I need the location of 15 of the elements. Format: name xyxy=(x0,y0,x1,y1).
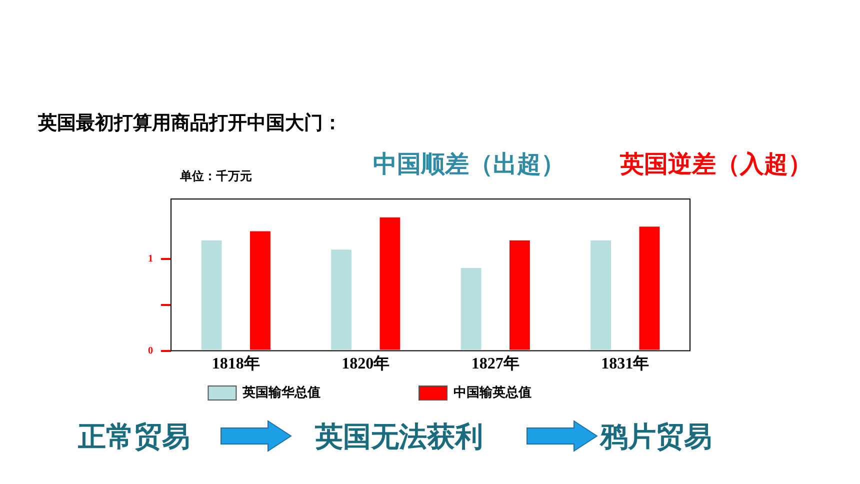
text: 英国逆差（入超） xyxy=(620,149,812,180)
x-tick-label: 1820年 xyxy=(342,354,390,373)
text: 英国无法获利 xyxy=(315,419,483,455)
y-tick-label: 1 xyxy=(148,253,153,264)
y-tick-label: 0 xyxy=(148,345,153,356)
legend-label: 英国输华总值 xyxy=(242,384,411,400)
x-tick-label: 1831年 xyxy=(601,354,650,373)
y-axis-title: 单位：千万元 xyxy=(180,168,252,185)
text: 正常贸易 xyxy=(78,419,190,455)
x-tick-label: 1818年 xyxy=(212,354,260,373)
x-tick-label: 1827年 xyxy=(471,354,520,373)
text: 鸦片贸易 xyxy=(600,419,712,455)
chart-title: 英国最初打算用商品打开中国大门： xyxy=(38,111,342,136)
text: 中国顺差（出超） xyxy=(373,149,565,180)
legend-label: 中国输英总值 xyxy=(454,384,622,400)
